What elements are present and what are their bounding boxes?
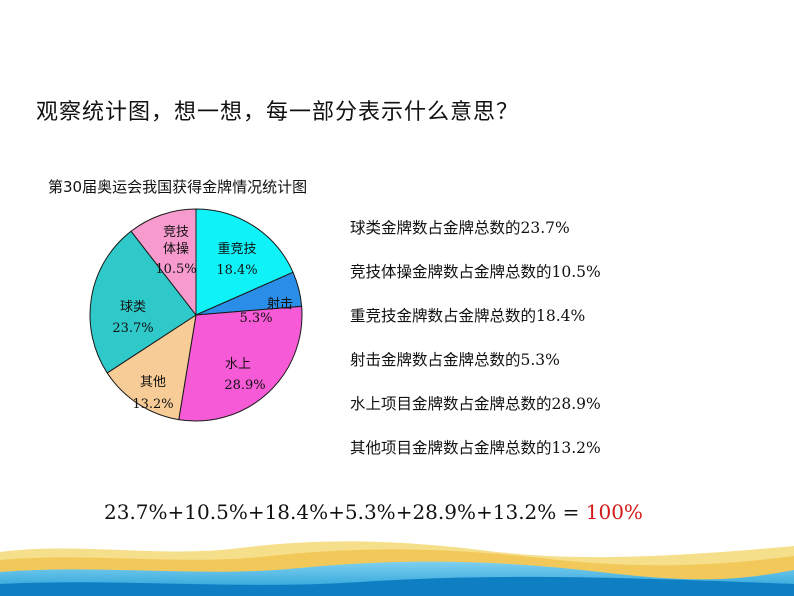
slice-value-label: 28.9% bbox=[224, 378, 265, 393]
statement-list: 球类金牌数占金牌总数的23.7% 竞技体操金牌数占金牌总数的10.5% 重竞技金… bbox=[350, 214, 601, 478]
question-heading: 观察统计图，想一想，每一部分表示什么意思？ bbox=[36, 100, 520, 125]
statement-ball: 球类金牌数占金牌总数的23.7% bbox=[350, 219, 570, 237]
statement-shooting: 射击金牌数占金牌总数的5.3% bbox=[350, 351, 560, 369]
equation-result: 100% bbox=[585, 500, 643, 524]
pie-slice-1 bbox=[195, 208, 294, 316]
statement-water: 水上项目金牌数占金牌总数的28.9% bbox=[350, 395, 601, 413]
slice-value-label: 13.2% bbox=[132, 397, 173, 412]
beach-decoration bbox=[0, 541, 794, 596]
slice-value-label: 5.3% bbox=[239, 311, 272, 326]
pie-slice-4 bbox=[106, 313, 197, 421]
slice-name-label: 射击 bbox=[267, 296, 293, 312]
sum-equation: 23.7%+10.5%+18.4%+5.3%+28.9%+13.2% = 100… bbox=[104, 500, 643, 524]
pie-slice-5 bbox=[89, 230, 197, 374]
statement-other: 其他项目金牌数占金牌总数的13.2% bbox=[350, 439, 601, 457]
pie-slice-6 bbox=[130, 208, 197, 317]
slice-value-label: 18.4% bbox=[216, 263, 257, 278]
slice-name-label: 重竞技 bbox=[217, 241, 256, 257]
slice-value-label: 23.7% bbox=[112, 321, 153, 336]
pie-slice-3 bbox=[178, 305, 303, 422]
slice-value-label: 10.5% bbox=[155, 262, 196, 277]
slice-name-label: 球类 bbox=[120, 300, 146, 315]
equation-expression: 23.7%+10.5%+18.4%+5.3%+28.9%+13.2% = bbox=[104, 500, 586, 524]
slice-name-label: 竞技 bbox=[163, 224, 189, 240]
slice-name-label: 体操 bbox=[163, 241, 189, 257]
statement-heavy: 重竞技金牌数占金牌总数的18.4% bbox=[350, 307, 586, 325]
chart-title: 第30届奥运会我国获得金牌情况统计图 bbox=[48, 178, 308, 196]
statement-gymnastics: 竞技体操金牌数占金牌总数的10.5% bbox=[350, 263, 601, 281]
slice-name-label: 其他 bbox=[140, 375, 166, 390]
slice-name-label: 水上 bbox=[225, 357, 251, 372]
